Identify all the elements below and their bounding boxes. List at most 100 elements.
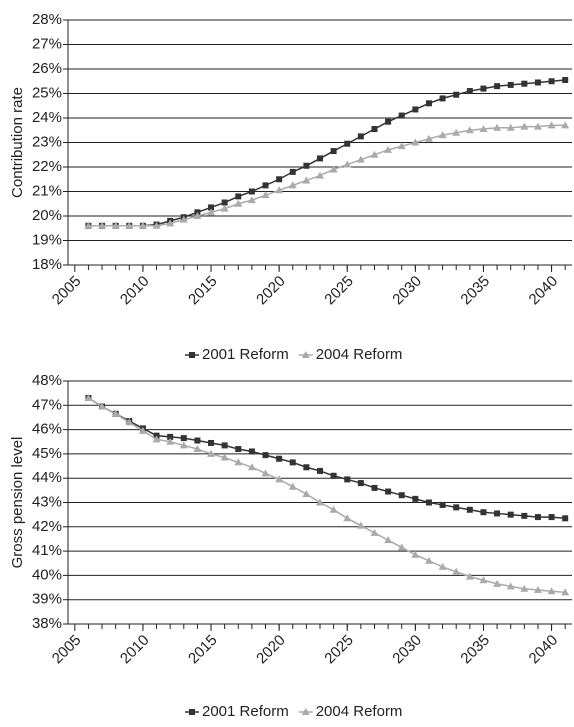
x-tick-label: 2030 xyxy=(389,273,425,309)
point xyxy=(548,514,555,521)
point xyxy=(221,199,228,206)
point xyxy=(453,91,460,98)
point xyxy=(562,77,569,84)
point xyxy=(193,445,202,453)
y-tick-label: 40% xyxy=(32,566,62,583)
point xyxy=(425,100,432,107)
point xyxy=(493,579,502,587)
point xyxy=(438,562,447,570)
point xyxy=(344,140,351,147)
x-tick-label: 2015 xyxy=(185,273,221,309)
point xyxy=(235,446,242,453)
point xyxy=(166,437,175,445)
point xyxy=(507,81,514,88)
point xyxy=(111,409,120,417)
point xyxy=(167,433,174,440)
point xyxy=(452,567,461,575)
point xyxy=(371,484,378,491)
point xyxy=(261,191,270,199)
point xyxy=(220,453,229,461)
x-tick-label: 2025 xyxy=(321,632,357,668)
point xyxy=(357,133,364,140)
point xyxy=(221,442,228,449)
point xyxy=(261,469,270,477)
x-tick-label: 2025 xyxy=(321,273,357,309)
point xyxy=(466,88,473,95)
legend-marker xyxy=(189,709,195,715)
point xyxy=(289,459,296,466)
point xyxy=(439,95,446,102)
x-tick-label: 2040 xyxy=(526,632,562,668)
point xyxy=(465,572,474,580)
point xyxy=(303,464,310,471)
point xyxy=(275,186,284,194)
x-tick-label: 2010 xyxy=(117,632,153,668)
point xyxy=(534,514,541,521)
point xyxy=(247,463,256,471)
point xyxy=(179,215,188,223)
point xyxy=(235,193,242,200)
point xyxy=(411,138,420,146)
point xyxy=(111,221,120,229)
point xyxy=(494,83,501,90)
point xyxy=(343,514,352,522)
point xyxy=(356,155,365,163)
y-tick-label: 28% xyxy=(32,11,62,28)
point xyxy=(330,148,337,155)
y-tick-label: 39% xyxy=(32,591,62,608)
point xyxy=(262,452,269,459)
point xyxy=(207,208,216,216)
point xyxy=(125,221,134,229)
series-line xyxy=(88,397,566,594)
point xyxy=(506,582,515,590)
point xyxy=(547,121,556,129)
point xyxy=(248,188,255,195)
y-tick-label: 23% xyxy=(32,133,62,150)
point xyxy=(562,515,569,522)
legend-marker xyxy=(189,352,195,358)
point xyxy=(220,204,229,212)
point xyxy=(138,426,147,434)
point xyxy=(453,504,460,511)
point xyxy=(317,155,323,162)
point xyxy=(412,106,419,113)
point xyxy=(343,160,352,168)
y-tick-label: 47% xyxy=(32,396,62,413)
y-tick-label: 44% xyxy=(32,469,62,486)
y-tick-label: 43% xyxy=(32,493,62,510)
x-tick-label: 2010 xyxy=(117,273,153,309)
point xyxy=(506,123,515,131)
point xyxy=(480,85,487,92)
point xyxy=(547,587,556,595)
point xyxy=(329,165,338,173)
point xyxy=(316,171,324,179)
point xyxy=(329,505,338,513)
point xyxy=(357,480,364,487)
legend-label: 2004 Reform xyxy=(316,346,403,363)
y-tick-label: 18% xyxy=(32,256,62,273)
y-tick-label: 25% xyxy=(32,84,62,101)
y-tick-label: 41% xyxy=(32,542,62,559)
point xyxy=(288,482,297,490)
point xyxy=(234,458,243,466)
x-tick-label: 2005 xyxy=(49,273,85,309)
point xyxy=(288,181,297,189)
point xyxy=(439,501,446,508)
point xyxy=(125,418,134,426)
legend-marker xyxy=(301,351,310,358)
point xyxy=(317,467,323,474)
x-tick-label: 2015 xyxy=(185,632,221,668)
point xyxy=(303,162,310,169)
x-tick-label: 2020 xyxy=(253,273,289,309)
point xyxy=(561,588,570,596)
point xyxy=(533,585,542,593)
x-tick-label: 2020 xyxy=(253,632,289,668)
point xyxy=(561,121,570,129)
point xyxy=(397,142,406,150)
x-tick-label: 2030 xyxy=(389,632,425,668)
y-tick-label: 26% xyxy=(32,60,62,77)
point xyxy=(179,441,188,449)
y-tick-label: 22% xyxy=(32,158,62,175)
point xyxy=(234,199,243,207)
